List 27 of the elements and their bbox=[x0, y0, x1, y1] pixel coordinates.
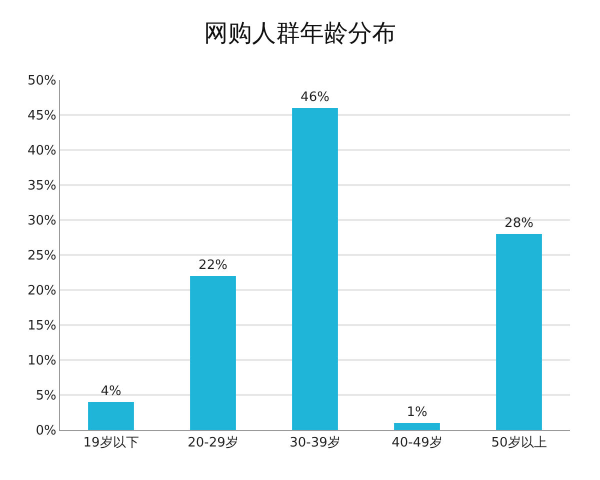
y-tick-label: 45% bbox=[27, 108, 56, 124]
y-tick-label: 20% bbox=[27, 284, 56, 299]
x-tick-label: 19岁以下 bbox=[83, 436, 139, 451]
x-tick-label: 50岁以上 bbox=[491, 436, 547, 451]
bar bbox=[496, 234, 542, 430]
x-tick-label: 30-39岁 bbox=[290, 436, 340, 451]
y-tick-label: 25% bbox=[27, 248, 56, 264]
data-label: 28% bbox=[504, 216, 534, 231]
y-tick-label: 35% bbox=[27, 178, 56, 194]
bar bbox=[292, 108, 338, 430]
y-tick-label: 40% bbox=[27, 144, 56, 159]
y-tick-label: 0% bbox=[36, 424, 56, 439]
data-label: 46% bbox=[300, 90, 330, 105]
data-label: 1% bbox=[406, 405, 428, 420]
y-tick-label: 50% bbox=[27, 74, 56, 89]
bar bbox=[190, 276, 236, 430]
y-tick-label: 30% bbox=[27, 214, 56, 229]
y-tick-label: 5% bbox=[36, 388, 56, 404]
y-tick-label: 10% bbox=[27, 354, 56, 369]
x-tick-label: 40-49岁 bbox=[392, 436, 442, 451]
bar bbox=[88, 402, 134, 430]
chart-title: 网购人群年龄分布 bbox=[204, 18, 396, 47]
data-label: 4% bbox=[100, 384, 122, 399]
bar bbox=[394, 423, 440, 430]
x-tick-label: 20-29岁 bbox=[188, 436, 238, 451]
data-label: 22% bbox=[198, 258, 228, 273]
y-tick-label: 15% bbox=[27, 318, 56, 334]
